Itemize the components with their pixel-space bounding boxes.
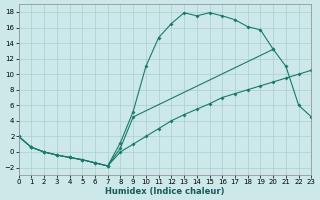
X-axis label: Humidex (Indice chaleur): Humidex (Indice chaleur) [105,187,225,196]
